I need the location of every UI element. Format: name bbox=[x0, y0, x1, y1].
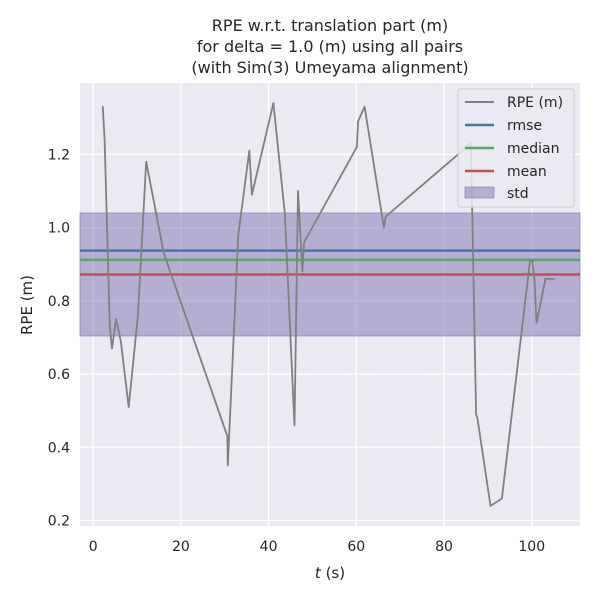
title-line-3: (with Sim(3) Umeyama alignment) bbox=[191, 58, 468, 77]
legend-label-rpe: RPE (m) bbox=[507, 95, 563, 111]
legend: RPE (m) rmse median mean std bbox=[457, 88, 575, 208]
x-tick-label: 80 bbox=[435, 539, 453, 555]
y-tick-label: 0.8 bbox=[48, 294, 70, 310]
x-tick-label: 0 bbox=[89, 539, 98, 555]
series-layer bbox=[101, 102, 555, 507]
x-tick-label: 40 bbox=[260, 539, 278, 555]
title-line-1: RPE w.r.t. translation part (m) bbox=[212, 16, 448, 35]
tick-labels: 0 20 40 60 80 100 0.2 0.4 0.6 0.8 1.0 1.2 bbox=[48, 147, 545, 555]
legend-label-std: std bbox=[507, 186, 529, 202]
y-tick-label: 0.4 bbox=[48, 440, 70, 456]
legend-swatch-std bbox=[464, 186, 495, 199]
rpe-series-line bbox=[101, 102, 555, 507]
legend-box bbox=[457, 88, 575, 208]
x-tick-label: 100 bbox=[518, 539, 545, 555]
y-tick-label: 0.6 bbox=[48, 367, 70, 383]
x-tick-label: 60 bbox=[347, 539, 365, 555]
y-tick-label: 1.0 bbox=[48, 221, 70, 237]
chart-title: RPE w.r.t. translation part (m) for delt… bbox=[191, 16, 468, 77]
x-axis-label: t (s) bbox=[315, 564, 345, 582]
y-tick-label: 0.2 bbox=[48, 514, 70, 530]
y-axis-label: RPE (m) bbox=[18, 275, 36, 335]
legend-label-median: median bbox=[507, 141, 559, 157]
title-line-2: for delta = 1.0 (m) using all pairs bbox=[197, 37, 463, 56]
x-tick-label: 20 bbox=[172, 539, 190, 555]
y-tick-label: 1.2 bbox=[48, 147, 70, 163]
legend-label-rmse: rmse bbox=[507, 118, 542, 134]
legend-label-mean: mean bbox=[507, 164, 547, 180]
